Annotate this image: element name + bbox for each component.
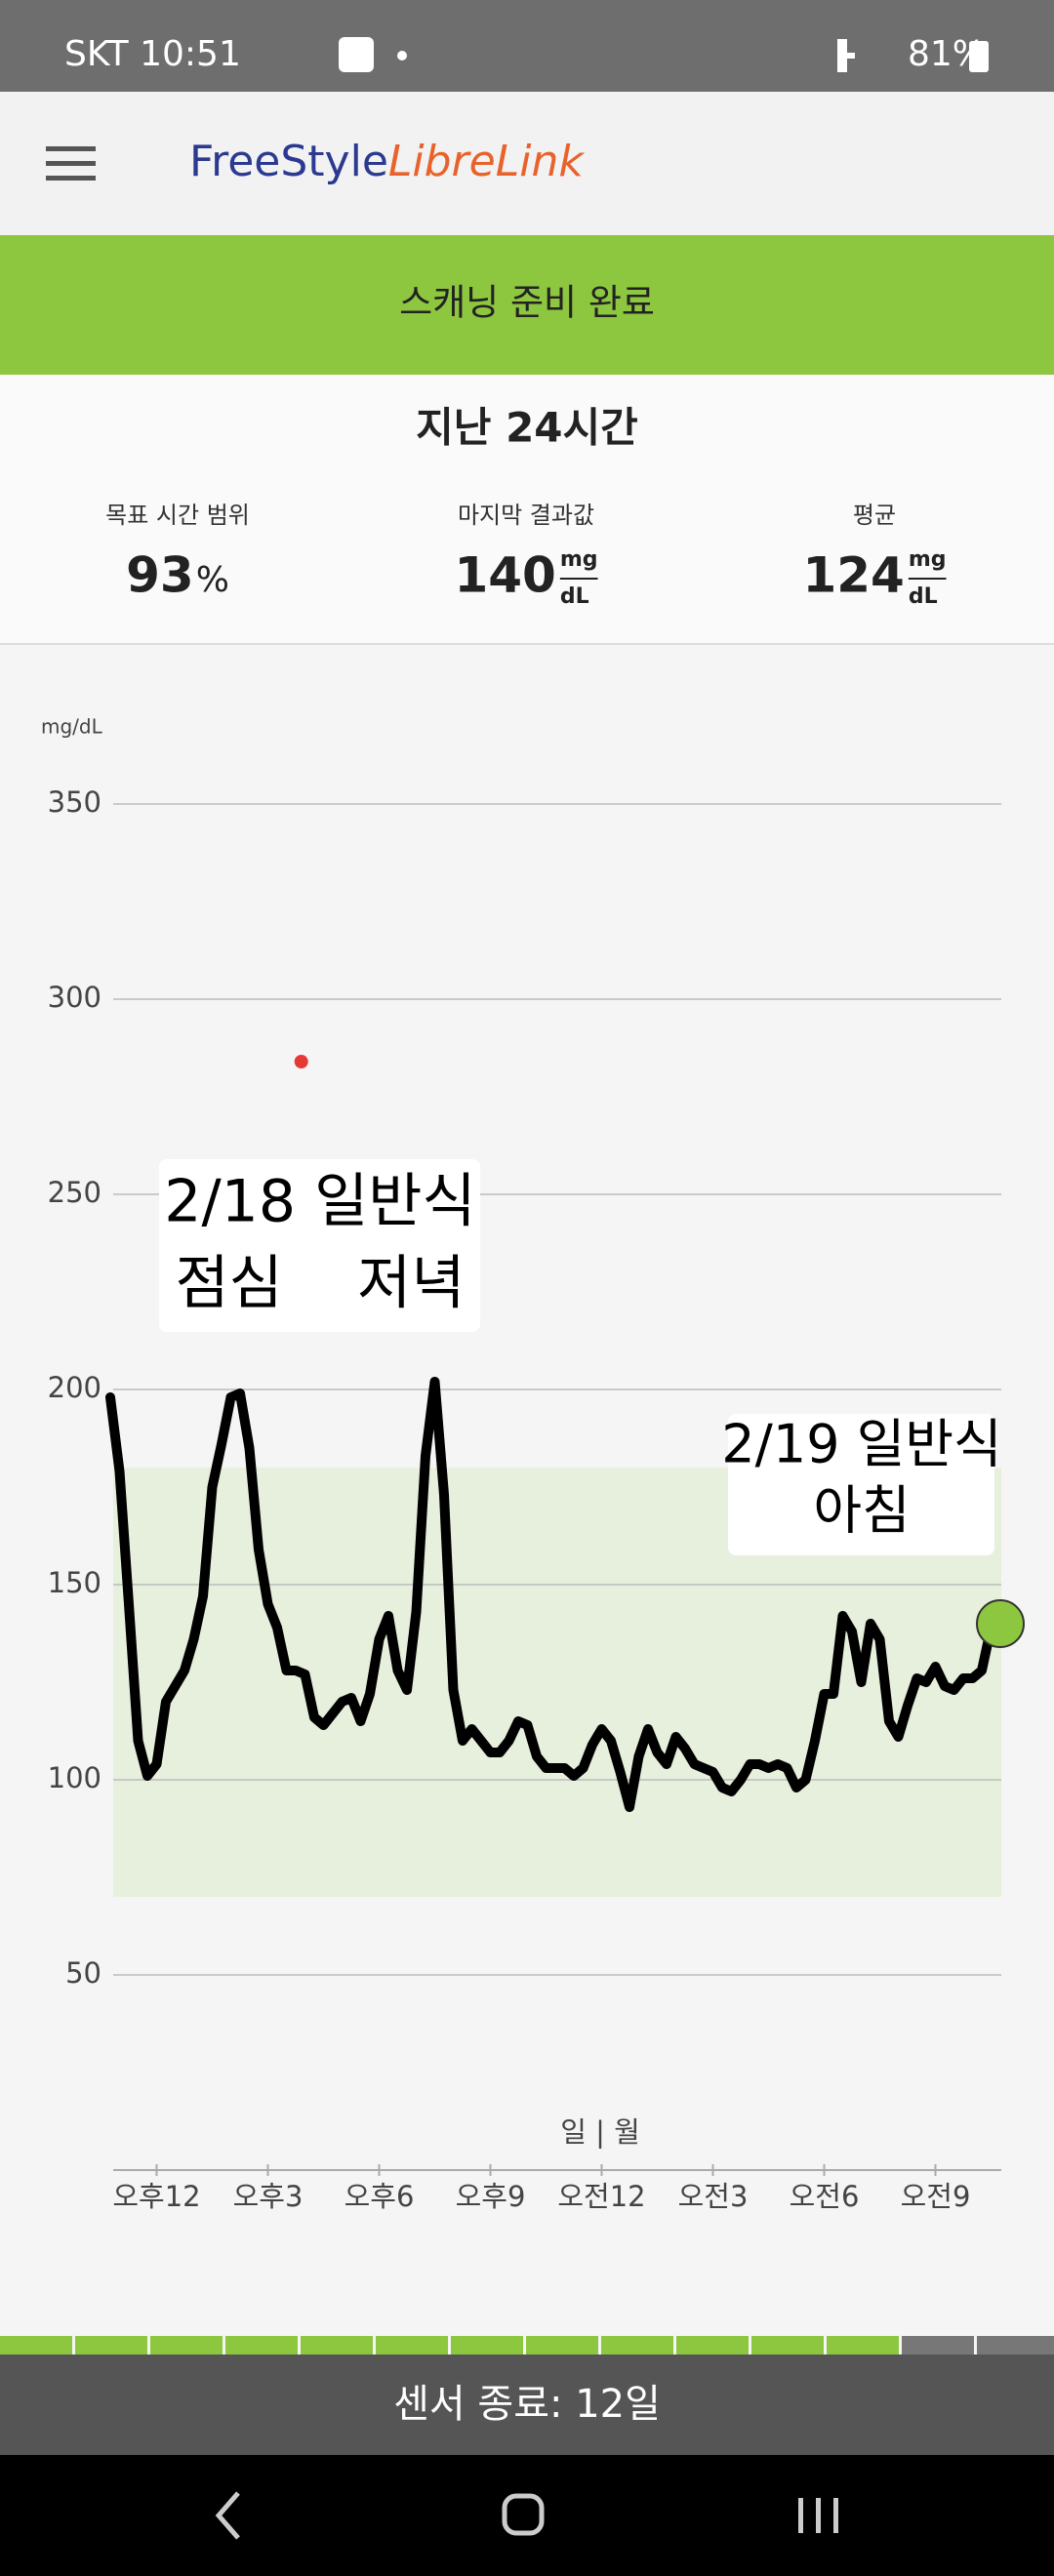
- stat-value-group: 124 mg dL: [802, 547, 947, 609]
- progress-segment: [526, 2336, 598, 2355]
- current-reading: [976, 1599, 1025, 1648]
- progress-segment: [75, 2336, 147, 2355]
- stat-unit-top: mg: [560, 547, 598, 572]
- sensor-text: 센서 종료: 12일: [393, 2382, 661, 2427]
- annotation-box: [728, 1414, 994, 1555]
- chart: mg/dL 50 100 150 200 250 300 350 오후12 오후3 오후6 오후9 오전…: [41, 715, 1025, 2213]
- menu-line: [46, 176, 96, 181]
- x-tick-label: 오전9: [901, 2180, 971, 2213]
- x-tick-label: 오후6: [345, 2180, 415, 2213]
- y-axis-label: mg/dL: [41, 715, 103, 739]
- x-tick-label: 오후3: [233, 2180, 304, 2213]
- y-tick-label: 350: [48, 785, 101, 819]
- x-tick-label: 오후9: [456, 2180, 526, 2213]
- progress-segment: [827, 2336, 899, 2355]
- progress-segment: [0, 2336, 72, 2355]
- annotation-text: 2/19 일반식: [721, 1414, 1001, 1475]
- progress-segment: [601, 2336, 673, 2355]
- menu-line: [46, 161, 96, 166]
- x-tick-label: 오후12: [112, 2180, 200, 2213]
- summary-panel: [0, 375, 1054, 644]
- annotation-text: 2/18 일반식: [164, 1168, 475, 1236]
- logo: FreeStyleLibreLink: [189, 137, 585, 186]
- stat-unit-bottom: dL: [560, 584, 589, 609]
- y-tick-label: 200: [48, 1371, 101, 1404]
- nav-bar: [0, 2455, 1054, 2576]
- progress-segment: [150, 2336, 223, 2355]
- stat-label: 평균: [853, 502, 896, 529]
- logo-part: LibreLink: [388, 137, 585, 186]
- progress-segment: [225, 2336, 298, 2355]
- x-axis-label: 일 | 월: [560, 2115, 640, 2149]
- stat-unit: %: [196, 560, 229, 600]
- nav-home[interactable]: [502, 2493, 545, 2536]
- app-header: [0, 92, 1054, 235]
- progress-segment: [376, 2336, 448, 2355]
- stat-value: 140: [454, 547, 555, 604]
- status-left: SKT 10:51: [64, 34, 241, 74]
- stat-unit-top: mg: [909, 547, 947, 572]
- banner-text: 스캐닝 준비 완료: [399, 282, 655, 324]
- glucose-line: [105, 1377, 1005, 1812]
- stat-unit-bottom: dL: [909, 584, 938, 609]
- signal-icon: [837, 39, 855, 72]
- nav-bar-line: [816, 2498, 821, 2533]
- nav-bar-line: [798, 2498, 803, 2533]
- stat-value: 93: [126, 547, 194, 604]
- menu-button[interactable]: [46, 146, 96, 181]
- annotation-text: 점심 저녁: [175, 1250, 465, 1318]
- y-tick-label: 300: [48, 981, 101, 1014]
- x-tick-label: 오전6: [790, 2180, 860, 2213]
- sensor-footer: [0, 2355, 1054, 2455]
- event-marker: [294, 1055, 308, 1068]
- stat-value: 124: [802, 547, 904, 604]
- status-banner: [0, 235, 1054, 375]
- progress-segment: [301, 2336, 373, 2355]
- stat-value-group: 140 mg dL: [454, 547, 598, 609]
- status-icon: [339, 37, 374, 72]
- summary-title: 지난 24시간: [416, 404, 638, 452]
- x-tick-label: 오전3: [678, 2180, 749, 2213]
- x-tick-label: 오전12: [557, 2180, 645, 2213]
- y-tick-label: 250: [48, 1176, 101, 1209]
- nav-bar-line: [833, 2498, 838, 2533]
- stat-label: 목표 시간 범위: [105, 502, 250, 529]
- status-bar: [0, 0, 1054, 92]
- annotation-box: [159, 1159, 480, 1332]
- sensor-progress: [0, 2336, 1054, 2355]
- progress-segment: [902, 2336, 974, 2355]
- y-tick-label: 50: [65, 1956, 101, 1990]
- nav-back[interactable]: [215, 2491, 240, 2540]
- y-tick-label: 150: [48, 1566, 101, 1599]
- logo-part: FreeStyle: [189, 137, 388, 186]
- progress-segment: [451, 2336, 523, 2355]
- status-dot: [397, 51, 407, 60]
- stat-label: 마지막 결과값: [458, 502, 594, 529]
- nav-recent[interactable]: [798, 2498, 838, 2533]
- stat-value-group: 93%: [126, 547, 229, 604]
- menu-line: [46, 146, 96, 151]
- annotation-text: 아침: [813, 1480, 910, 1542]
- y-tick-label: 100: [48, 1761, 101, 1794]
- progress-segment: [977, 2336, 1054, 2355]
- progress-segment: [676, 2336, 749, 2355]
- progress-segment: [751, 2336, 824, 2355]
- battery-icon: [969, 41, 989, 72]
